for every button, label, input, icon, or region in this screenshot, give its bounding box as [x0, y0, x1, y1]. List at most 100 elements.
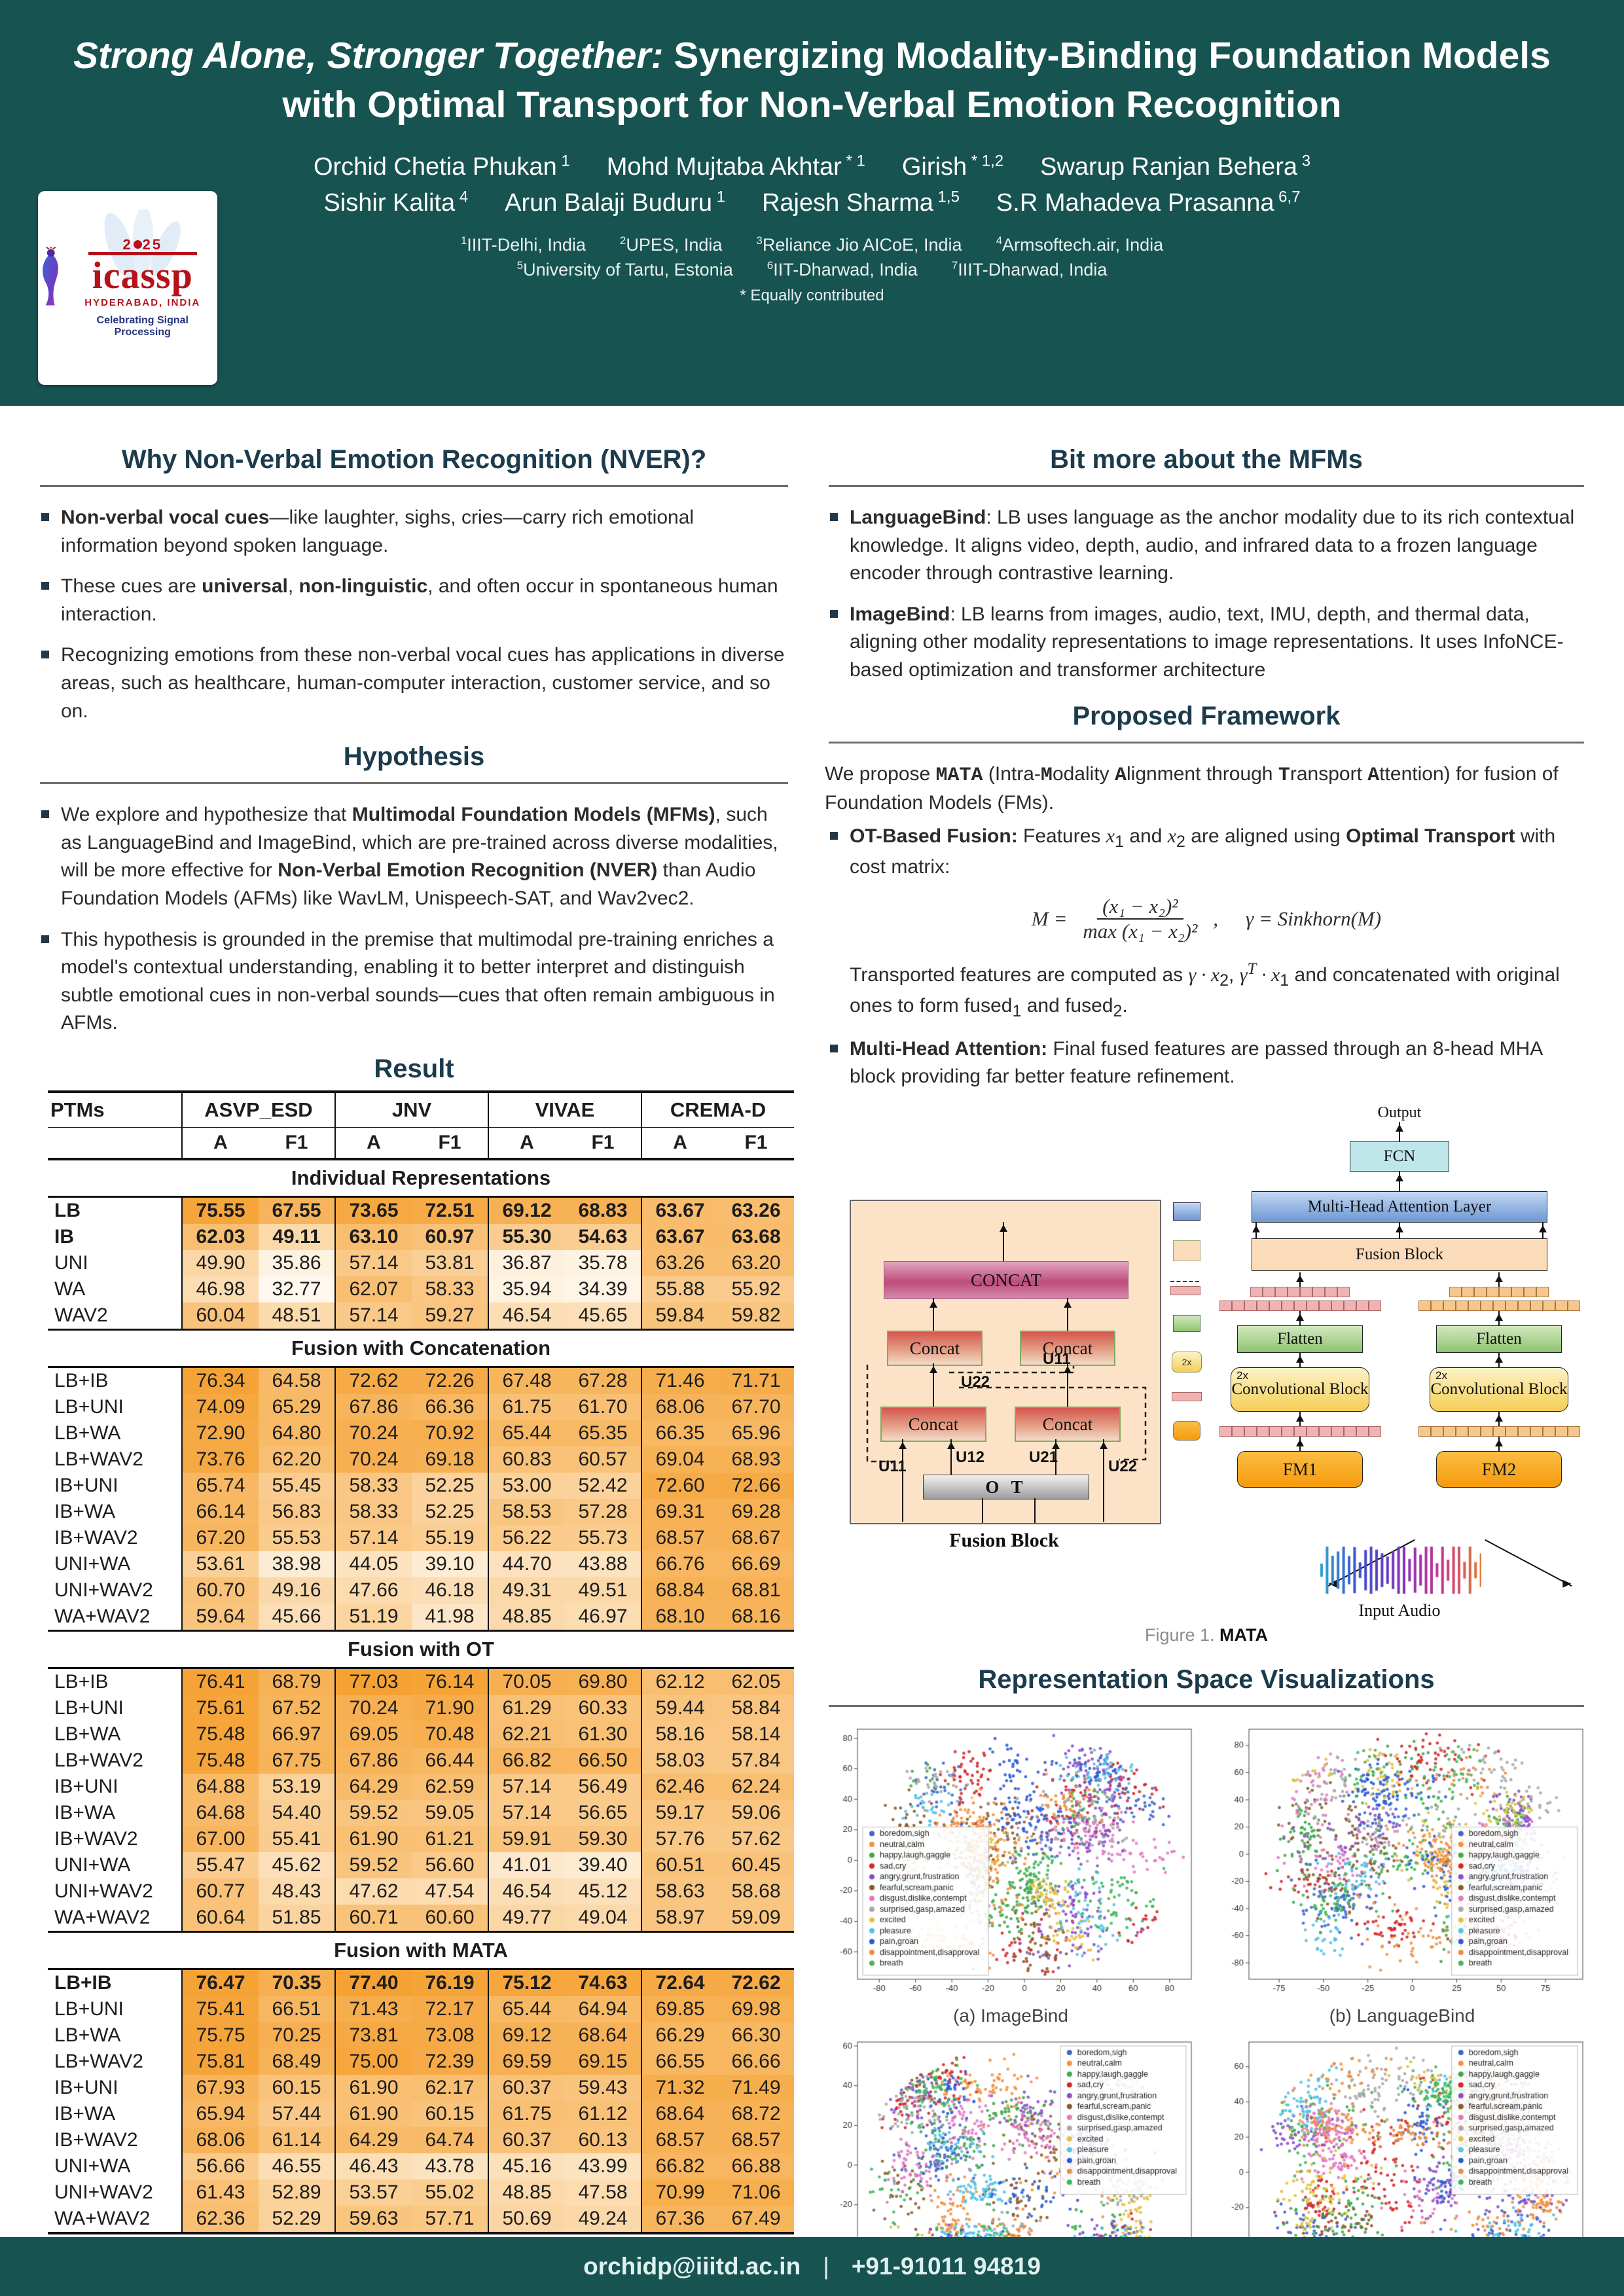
- table-row: UNI+WAV2 60.70 49.16 47.66 46.18 49.31 49.51 68…: [48, 1577, 794, 1604]
- table-row: WA+WAV2 60.64 51.85 60.71 60.60 49.77 49.04 58.…: [48, 1904, 794, 1932]
- table-row: LB+UNI 75.61 67.52 70.24 71.90 61.29 60.33 59.4…: [48, 1695, 794, 1721]
- tsne-plot-grid: (a) ImageBind(b) LanguageBind(c) WavLM(d…: [825, 1724, 1588, 2296]
- score-cell: 62.05: [718, 1668, 794, 1695]
- score-cell: 61.90: [334, 2074, 412, 2101]
- author-name: Girish * 1,2: [901, 152, 1004, 181]
- text-segment: T: [1278, 764, 1290, 787]
- score-cell: 70.24: [334, 1420, 412, 1446]
- score-cell: 53.19: [259, 1773, 335, 1800]
- score-cell: 38.98: [259, 1551, 335, 1577]
- score-cell: 76.19: [412, 1969, 488, 1996]
- ptm-label: LB+UNI: [48, 1695, 182, 1721]
- score-cell: 71.71: [718, 1367, 794, 1394]
- logo-wordmark: icassp: [88, 252, 197, 295]
- metric-subheader: F1: [259, 1127, 335, 1160]
- fm1-raw-strip: [1219, 1426, 1381, 1437]
- text-segment: γ: [1239, 963, 1248, 986]
- score-cell: 72.62: [718, 1969, 794, 1996]
- table-section-title: Individual Representations: [48, 1158, 794, 1198]
- text-segment: These cues are: [61, 575, 202, 598]
- score-cell: 58.84: [718, 1695, 794, 1721]
- score-cell: 68.84: [641, 1577, 718, 1604]
- score-cell: 60.13: [565, 2126, 641, 2153]
- score-cell: 69.28: [718, 1498, 794, 1525]
- ptm-label: WA+WAV2: [48, 1603, 182, 1631]
- score-cell: 57.14: [488, 1773, 565, 1800]
- section-rule: [829, 1705, 1584, 1708]
- text-segment: ,: [287, 575, 299, 598]
- score-cell: 68.06: [641, 1393, 718, 1420]
- bullet-item: This hypothesis is grounded in the premi…: [36, 926, 792, 1037]
- metric-subheader: A: [334, 1127, 412, 1160]
- table-row: UNI+WA 56.66 46.55 46.43 43.78 45.16 43.99 66.8…: [48, 2153, 794, 2179]
- mata-pipeline: Output FCN Multi-Head Attention Layer Fu…: [1211, 1104, 1588, 1488]
- score-cell: 60.77: [181, 1878, 259, 1905]
- ptm-label: IB+WAV2: [48, 2126, 182, 2153]
- fm2-feature-strips: [1418, 1287, 1580, 1312]
- score-cell: 46.18: [412, 1577, 488, 1604]
- score-cell: 67.36: [641, 2205, 718, 2234]
- score-cell: 68.72: [718, 2100, 794, 2127]
- score-cell: 58.03: [641, 1747, 718, 1774]
- contact-email[interactable]: orchidp@iiitd.ac.in: [583, 2253, 801, 2280]
- right-column: Bit more about the MFMs LanguageBind: LB…: [825, 428, 1588, 2296]
- input-audio-label: Input Audio: [1358, 1601, 1441, 1621]
- author-list: Orchid Chetia Phukan 1 Mohd Mujtaba Akhta…: [0, 152, 1624, 217]
- results-table: PTMs ASVP_ESD JNV VIVAE CREMA-D A F1 A F1 A F1 A F1 I…: [48, 1090, 794, 2234]
- score-cell: 59.63: [334, 2205, 412, 2234]
- score-cell: 65.44: [488, 1996, 565, 2022]
- bullet-text: Non-verbal vocal cues—like laughter, sig…: [61, 504, 792, 560]
- score-cell: 58.53: [488, 1498, 565, 1525]
- score-cell: 57.14: [488, 1799, 565, 1826]
- text-segment: : LB uses language as the anchor modalit…: [850, 507, 1575, 584]
- score-cell: 64.58: [259, 1367, 335, 1394]
- score-cell: 72.90: [181, 1420, 259, 1446]
- score-cell: 65.94: [181, 2100, 259, 2127]
- poster-title-italic: Strong Alone, Stronger Together:: [73, 35, 664, 77]
- ot-fusion-text: OT-Based Fusion: Features x1 and x2 are …: [850, 823, 1588, 882]
- score-cell: 66.51: [259, 1996, 335, 2022]
- bullet-item: OT-Based Fusion: Features x1 and x2 are …: [825, 823, 1588, 882]
- score-cell: 58.97: [641, 1904, 718, 1932]
- table-row: LB+WA 75.75 70.25 73.81 73.08 69.12 68.64 66.29…: [48, 2022, 794, 2049]
- score-cell: 49.11: [259, 1223, 335, 1250]
- transport-paragraph-text: Transported features are computed as γ ·…: [850, 958, 1588, 1024]
- ptm-label: LB+UNI: [48, 1996, 182, 2022]
- table-row: LB+UNI 75.41 66.51 71.43 72.17 65.44 64.94 69.8…: [48, 1996, 794, 2022]
- legend-mha-swatch: [1173, 1202, 1200, 1221]
- results-table-container: PTMs ASVP_ESD JNV VIVAE CREMA-D A F1 A F1 A F1 A F1 I…: [36, 1090, 794, 2234]
- table-row: UNI+WAV2 60.77 48.43 47.62 47.54 46.54 45.12 58…: [48, 1878, 794, 1905]
- score-cell: 68.64: [641, 2100, 718, 2127]
- logo-texts: 2 25 icassp HYDERABAD, INDIA Celebrating …: [68, 238, 217, 338]
- bullet-marker-icon: [41, 935, 49, 943]
- ptm-label: WA+WAV2: [48, 1904, 182, 1932]
- score-cell: 56.83: [259, 1498, 335, 1525]
- score-cell: 43.99: [565, 2153, 641, 2179]
- score-cell: 60.37: [488, 2126, 565, 2153]
- text-segment: odality: [1052, 762, 1115, 785]
- score-cell: 58.14: [718, 1721, 794, 1748]
- score-cell: 52.25: [412, 1498, 488, 1525]
- table-row: WA 46.98 32.77 62.07 58.33 35.94 34.39 55.88 55.…: [48, 1276, 794, 1302]
- fm2-branch: Flatten 2x Convolutional Block FM2: [1410, 1272, 1588, 1488]
- score-cell: 77.03: [334, 1668, 412, 1695]
- arrow-up: [1064, 1363, 1072, 1407]
- score-cell: 56.65: [565, 1799, 641, 1826]
- table-row: IB+UNI 64.88 53.19 64.29 62.59 57.14 56.49 62.4…: [48, 1773, 794, 1800]
- text-segment: Multimodal Foundation Models (MFMs): [352, 804, 715, 826]
- table-row: UNI+WA 55.47 45.62 59.52 56.60 41.01 39.40 60.5…: [48, 1852, 794, 1878]
- section-rule: [829, 741, 1584, 744]
- logo-year-pre: 2: [122, 236, 133, 253]
- concat-box-left-low: Concat: [880, 1407, 986, 1443]
- waveform-icon: [1318, 1544, 1481, 1597]
- score-cell: 77.40: [334, 1969, 412, 1996]
- score-cell: 41.01: [488, 1852, 565, 1878]
- score-cell: 53.61: [181, 1551, 259, 1577]
- concat-box-left-mid: Concat: [887, 1331, 983, 1367]
- concat-box-right-mid: Concat: [1020, 1331, 1115, 1367]
- text-segment: ,: [1229, 963, 1240, 986]
- score-cell: 69.15: [565, 2048, 641, 2075]
- score-cell: 71.90: [412, 1695, 488, 1721]
- ptm-label: UNI+WAV2: [48, 2179, 182, 2206]
